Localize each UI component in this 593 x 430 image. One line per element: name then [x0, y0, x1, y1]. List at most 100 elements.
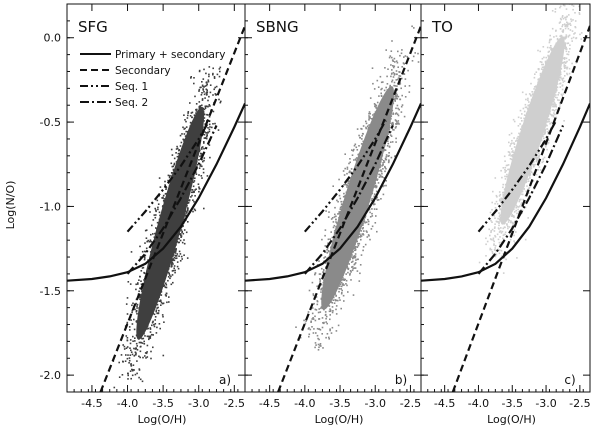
scatter-point [387, 133, 390, 135]
scatter-point [393, 81, 396, 84]
scatter-point [388, 152, 390, 154]
scatter-point [145, 247, 148, 250]
scatter-point [318, 273, 321, 275]
scatter-point [342, 283, 344, 285]
scatter-point [412, 55, 415, 58]
scatter-point [371, 118, 373, 120]
scatter-point [321, 238, 323, 241]
scatter-point [352, 255, 355, 258]
scatter-point [327, 216, 330, 218]
scatter-point [313, 328, 315, 330]
scatter-point [174, 254, 177, 257]
scatter-point [170, 148, 173, 151]
scatter-point [170, 283, 173, 286]
scatter-point [134, 308, 136, 311]
scatter-point [214, 86, 216, 89]
scatter-point [335, 299, 338, 302]
scatter-point [154, 319, 156, 321]
scatter-point [338, 297, 341, 299]
scatter-point [185, 210, 187, 213]
scatter-point [187, 207, 189, 209]
scatter-point [153, 313, 156, 316]
scatter-point [212, 94, 214, 96]
scatter-point [339, 197, 342, 200]
scatter-point [208, 128, 211, 131]
scatter-point [374, 105, 376, 108]
scatter-point [167, 179, 169, 182]
scatter-point [206, 175, 209, 177]
scatter-point [343, 192, 345, 195]
scatter-point [129, 347, 131, 349]
scatter-point [351, 154, 354, 156]
scatter-point [380, 198, 382, 200]
scatter-point [387, 155, 389, 157]
scatter-point [381, 87, 383, 90]
scatter-point [174, 269, 176, 272]
scatter-point [316, 300, 319, 302]
scatter-point [158, 323, 161, 325]
scatter-point [346, 172, 348, 175]
scatter-point [393, 57, 396, 60]
scatter-point [172, 165, 175, 168]
scatter-point [319, 343, 322, 345]
scatter-point [368, 115, 370, 117]
scatter-point [208, 104, 211, 106]
scatter-point [172, 169, 175, 172]
scatter-point [381, 172, 383, 175]
scatter-point [362, 125, 365, 127]
scatter-point [384, 165, 386, 168]
scatter-point [159, 299, 162, 301]
scatter-point [395, 70, 398, 72]
scatter-point [209, 84, 212, 86]
scatter-point [324, 229, 327, 231]
scatter-point [359, 136, 361, 139]
scatter-point [135, 353, 137, 356]
scatter-point [146, 328, 148, 330]
scatter-point [329, 318, 331, 321]
scatter-point [126, 313, 129, 315]
scatter-point [400, 111, 403, 113]
scatter-point [203, 93, 206, 96]
scatter-point [374, 182, 377, 185]
scatter-point [195, 103, 198, 105]
scatter-point [316, 334, 319, 337]
scatter-point [388, 146, 391, 148]
scatter-point [309, 328, 312, 331]
x-tick-label: -3.5 [152, 397, 173, 410]
scatter-point [130, 377, 132, 380]
scatter-point [129, 339, 132, 341]
scatter-point [173, 251, 176, 254]
scatter-point [130, 319, 132, 321]
scatter-point [356, 246, 359, 248]
scatter-point [315, 309, 318, 311]
scatter-point [348, 170, 351, 172]
scatter-point [130, 351, 133, 353]
scatter-point [167, 279, 169, 282]
scatter-point [368, 119, 370, 121]
scatter-point [201, 148, 203, 150]
scatter-point [173, 157, 176, 160]
scatter-point [152, 233, 154, 235]
scatter-point [338, 212, 340, 215]
scatter-point [366, 236, 369, 238]
scatter-point [193, 180, 196, 182]
scatter-point [370, 199, 373, 202]
scatter-point [173, 163, 175, 166]
scatter-point [150, 333, 153, 336]
scatter-point [188, 199, 191, 201]
scatter-point [357, 243, 359, 245]
scatter-point [342, 278, 344, 281]
scatter-point [351, 257, 354, 260]
scatter-point [327, 242, 329, 244]
scatter-point [131, 374, 134, 377]
scatter-point [392, 113, 394, 115]
scatter-point [194, 189, 196, 191]
scatter-point [213, 88, 215, 91]
y-tick-label: -0.5 [40, 116, 61, 129]
scatter-point [203, 133, 206, 136]
scatter-point [128, 326, 131, 328]
scatter-point [326, 333, 329, 335]
scatter-point [198, 101, 201, 103]
scatter-point [122, 360, 124, 363]
scatter-point [380, 175, 382, 177]
